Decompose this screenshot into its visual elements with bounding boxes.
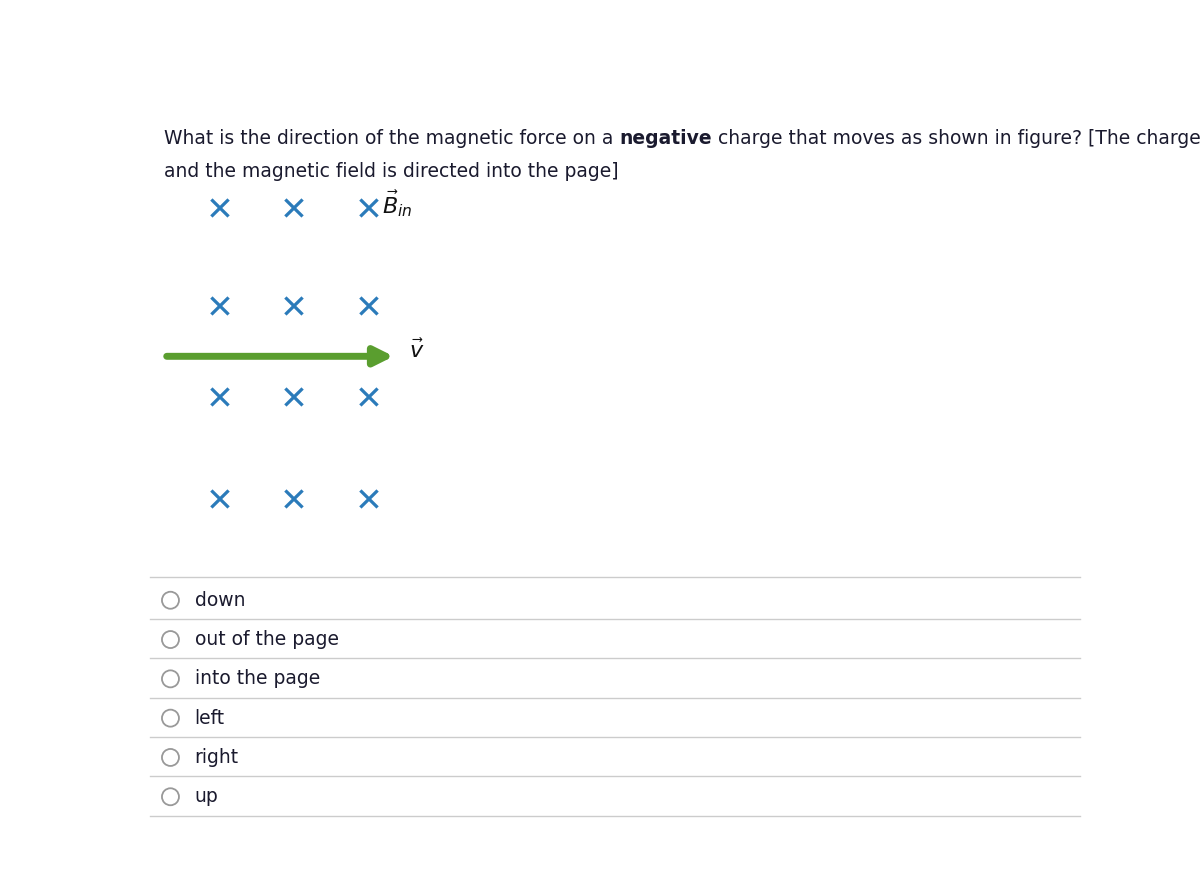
- Text: ✕: ✕: [354, 194, 383, 227]
- Text: ✕: ✕: [354, 486, 383, 518]
- Text: charge that moves as shown in figure? [The charge is moving to the right,: charge that moves as shown in figure? [T…: [712, 129, 1200, 149]
- Text: ✕: ✕: [205, 194, 234, 227]
- Text: left: left: [194, 708, 224, 728]
- Text: negative: negative: [619, 129, 712, 149]
- Text: ✕: ✕: [205, 486, 234, 518]
- Text: ✕: ✕: [205, 292, 234, 326]
- Text: down: down: [194, 590, 245, 610]
- Text: ✕: ✕: [280, 486, 308, 518]
- Text: $\vec{v}$: $\vec{v}$: [408, 340, 424, 363]
- Text: right: right: [194, 748, 239, 767]
- Text: $\vec{B}_{in}$: $\vec{B}_{in}$: [383, 188, 413, 219]
- Text: ✕: ✕: [354, 384, 383, 417]
- Text: ✕: ✕: [280, 384, 308, 417]
- Text: ✕: ✕: [354, 292, 383, 326]
- Text: and the magnetic field is directed into the page]: and the magnetic field is directed into …: [164, 162, 618, 181]
- Text: up: up: [194, 788, 218, 806]
- Text: out of the page: out of the page: [194, 630, 338, 649]
- Text: ✕: ✕: [205, 384, 234, 417]
- Text: What is the direction of the magnetic force on a: What is the direction of the magnetic fo…: [164, 129, 619, 149]
- Text: into the page: into the page: [194, 670, 320, 688]
- Text: ✕: ✕: [280, 292, 308, 326]
- Text: ✕: ✕: [280, 194, 308, 227]
